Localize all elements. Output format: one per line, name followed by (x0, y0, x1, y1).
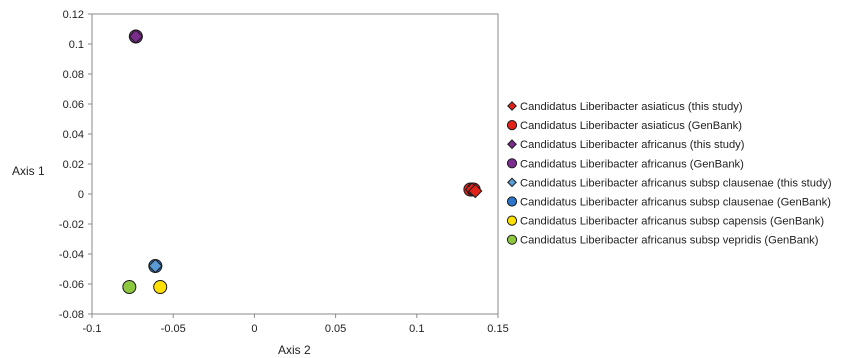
data-point (148, 258, 163, 274)
legend-marker (507, 139, 517, 150)
y-tick-label: 0.06 (63, 99, 84, 111)
legend-label: Candidatus Liberibacter asiaticus (this … (520, 101, 743, 113)
legend-label: Candidatus Liberibacter africanus (GenBa… (520, 158, 744, 170)
legend-label: Candidatus Liberibacter africanus subsp … (520, 197, 831, 209)
legend-label: Candidatus Liberibacter africanus subsp … (520, 177, 832, 189)
x-tick-label: 0.15 (487, 323, 508, 335)
y-tick-label: -0.06 (59, 279, 84, 291)
legend-label: Candidatus Liberibacter africanus subsp … (520, 235, 819, 247)
data-markers (122, 29, 483, 294)
data-point (122, 280, 137, 294)
y-tick-label: 0.04 (63, 129, 84, 141)
legend-marker (506, 234, 518, 245)
y-tick-label: 0.1 (69, 39, 84, 51)
legend-marker (507, 101, 517, 111)
data-point (468, 183, 483, 199)
x-axis-ticks: -0.1 -0.05 0 0.05 0.1 0.15 (83, 314, 509, 335)
x-tick-label: -0.1 (83, 323, 102, 335)
x-tick-label: 0.05 (325, 323, 346, 335)
x-tick-label: 0 (251, 323, 257, 335)
y-tick-label: -0.02 (59, 219, 84, 231)
y-axis-ticks: 0.12 0.1 0.08 0.06 0.04 0.02 0 -0.02 -0.04 -0.06 -… (59, 9, 92, 321)
y-tick-label: 0.12 (63, 9, 84, 21)
x-tick-label: 0.1 (409, 323, 424, 335)
y-tick-label: -0.08 (59, 309, 84, 321)
data-point (128, 29, 144, 44)
legend-marker (507, 177, 517, 188)
y-axis-title: Axis 1 (12, 164, 45, 178)
y-tick-label: 0.02 (63, 159, 84, 171)
x-tick-label: -0.05 (161, 323, 186, 335)
legend-marker (506, 120, 518, 131)
legend-label: Candidatus Liberibacter asiaticus (GenBa… (520, 120, 742, 132)
y-tick-label: -0.04 (59, 249, 84, 261)
legend-label: Candidatus Liberibacter africanus subsp … (520, 216, 824, 228)
x-axis-title: Axis 2 (278, 343, 311, 357)
data-point (153, 280, 168, 294)
legend-label: Candidatus Liberibacter africanus (this … (520, 139, 745, 151)
y-tick-label: 0 (78, 189, 84, 201)
legend: Candidatus Liberibacter asiaticus (this … (506, 101, 832, 247)
legend-marker (506, 196, 518, 207)
legend-marker (506, 158, 518, 169)
y-tick-label: 0.08 (63, 69, 84, 81)
legend-marker (506, 215, 518, 226)
